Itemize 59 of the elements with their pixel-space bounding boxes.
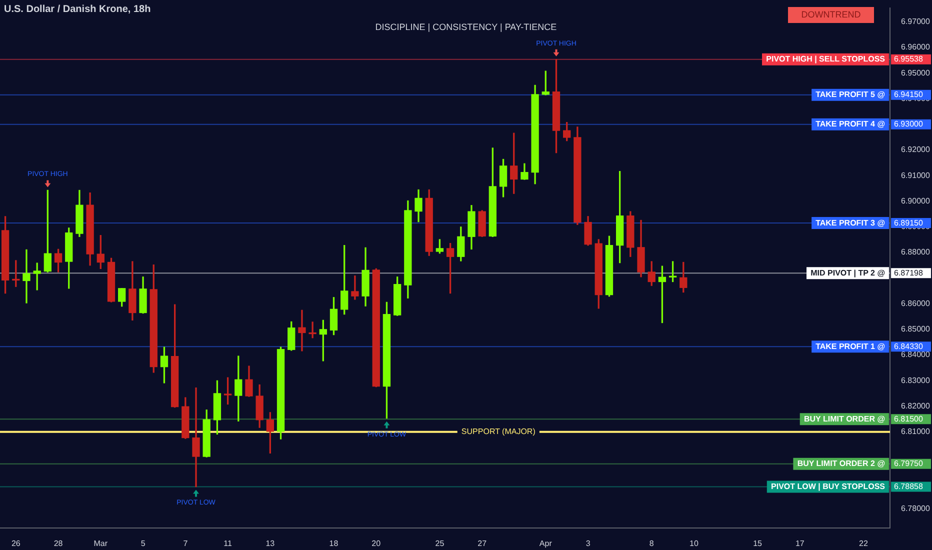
y-tick-label: 6.97000 bbox=[901, 17, 930, 26]
y2-tick-label: 6.79750 bbox=[894, 459, 924, 468]
y-tick-label: 6.82000 bbox=[901, 401, 930, 410]
candlestick bbox=[298, 310, 306, 352]
candlestick bbox=[192, 388, 200, 488]
ref-line-label: TAKE PROFIT 1 @ bbox=[816, 342, 886, 351]
x-tick-label: 11 bbox=[224, 539, 232, 548]
x-tick-label: 22 bbox=[859, 539, 869, 548]
ref-line-label: BUY LIMIT ORDER 2 @ bbox=[797, 459, 886, 468]
y-tick-label: 6.78000 bbox=[901, 504, 930, 513]
y-tick-label: 6.88000 bbox=[901, 248, 930, 257]
x-tick-label: 26 bbox=[11, 539, 21, 548]
y-tick-label: 6.86000 bbox=[901, 298, 930, 308]
annotation: SUPPORT (MAJOR) bbox=[461, 427, 536, 436]
candlestick bbox=[351, 276, 359, 300]
ref-line-label: TAKE PROFIT 4 @ bbox=[816, 120, 886, 129]
x-tick-label: 27 bbox=[478, 539, 488, 548]
y2-tick-label: 6.93000 bbox=[894, 120, 924, 129]
x-tick-label: Mar bbox=[94, 539, 108, 548]
x-tick-label: 15 bbox=[753, 539, 763, 548]
x-tick-label: 10 bbox=[690, 539, 699, 548]
x-tick-label: 17 bbox=[795, 539, 805, 548]
annotation: DOWNTREND bbox=[801, 9, 862, 20]
x-tick-label: Apr bbox=[539, 539, 552, 548]
y2-tick-label: 6.94150 bbox=[894, 90, 924, 100]
x-tick-label: 20 bbox=[372, 539, 382, 548]
ref-line-label: BUY LIMIT ORDER @ bbox=[804, 414, 886, 424]
y2-tick-label: 6.87198 bbox=[894, 268, 924, 278]
y2-tick-label: 6.78858 bbox=[894, 482, 924, 491]
x-tick-label: 5 bbox=[140, 539, 146, 548]
y2-tick-label: 6.81500 bbox=[894, 414, 924, 424]
y-tick-label: 6.83000 bbox=[901, 376, 930, 385]
x-tick-label: 8 bbox=[649, 539, 654, 548]
y-tick-label: 6.96000 bbox=[901, 42, 930, 52]
y2-tick-label: 6.89150 bbox=[894, 218, 924, 228]
ref-line-label: PIVOT LOW | BUY STOPLOSS bbox=[771, 482, 886, 491]
y-tick-label: 6.95000 bbox=[901, 68, 930, 78]
ref-line-label: TAKE PROFIT 5 @ bbox=[816, 90, 886, 100]
y-tick-label: 6.84000 bbox=[901, 350, 930, 360]
x-tick-label: 25 bbox=[435, 539, 445, 548]
y2-tick-label: 6.84330 bbox=[894, 342, 924, 351]
y-tick-label: 6.81000 bbox=[901, 427, 930, 436]
text: DISCIPLINE | CONSISTENCY | PAY-TIENCE bbox=[375, 22, 557, 32]
y-tick-label: 6.92000 bbox=[901, 145, 930, 154]
ref-line-label: TAKE PROFIT 3 @ bbox=[816, 218, 886, 228]
y-tick-label: 6.91000 bbox=[901, 170, 930, 180]
ref-line-label: PIVOT HIGH | SELL STOPLOSS bbox=[766, 54, 886, 64]
x-tick-label: 3 bbox=[586, 539, 591, 548]
x-tick-label: 7 bbox=[183, 539, 188, 548]
candlestick bbox=[22, 249, 30, 304]
ref-line-label: MID PIVOT | TP 2 @ bbox=[810, 268, 886, 278]
candlestick bbox=[308, 322, 316, 338]
y-tick-label: 6.90000 bbox=[901, 196, 930, 206]
x-tick-label: 13 bbox=[266, 539, 276, 548]
chart-title: U.S. Dollar / Danish Krone, 18h bbox=[4, 4, 151, 15]
x-tick-label: 18 bbox=[329, 539, 339, 548]
y2-tick-label: 6.95538 bbox=[894, 54, 924, 64]
x-tick-label: 28 bbox=[54, 539, 64, 548]
y-tick-label: 6.85000 bbox=[901, 324, 930, 334]
